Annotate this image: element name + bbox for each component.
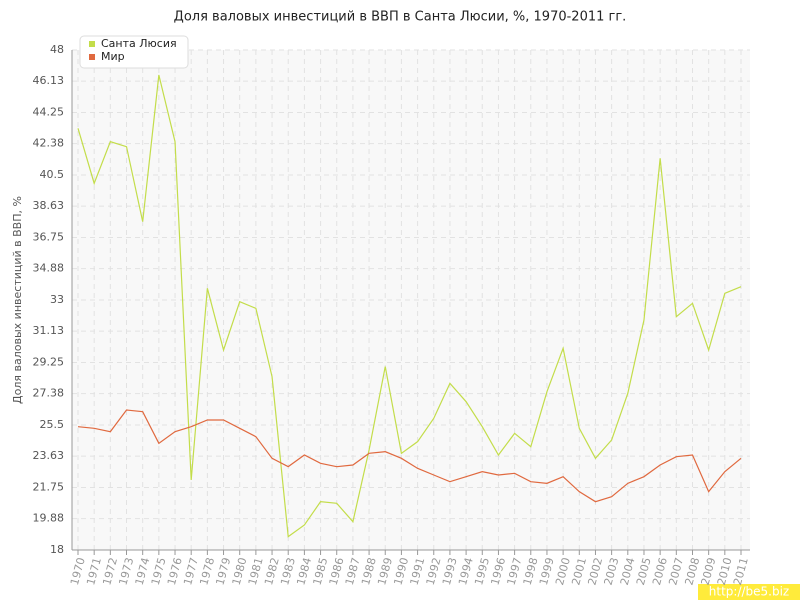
y-tick-label: 23.63	[33, 449, 65, 462]
chart-title: Доля валовых инвестиций в ВВП в Санта Лю…	[174, 10, 627, 25]
y-tick-label: 25.5	[40, 418, 65, 431]
y-tick-label: 29.25	[33, 356, 65, 369]
legend-swatch	[89, 41, 95, 47]
y-axis-label: Доля валовых инвестиций в ВВП, %	[11, 196, 24, 404]
y-tick-label: 48	[50, 43, 64, 56]
y-tick-label: 38.63	[33, 199, 65, 212]
series-line	[77, 74, 742, 538]
y-tick-label: 33	[50, 293, 64, 306]
legend-swatch	[89, 54, 95, 60]
y-tick-label: 27.38	[33, 387, 65, 400]
watermark: http://be5.biz	[709, 585, 789, 599]
y-tick-label: 46.13	[33, 74, 65, 87]
y-tick-label: 34.88	[33, 262, 65, 275]
y-tick-label: 18	[50, 543, 64, 556]
y-tick-label: 21.75	[33, 481, 65, 494]
watermark-bg	[698, 584, 800, 600]
y-tick-label: 31.13	[33, 324, 65, 337]
legend-label: Мир	[101, 50, 125, 63]
y-tick-label: 42.38	[33, 137, 65, 150]
series-line	[77, 409, 742, 503]
legend-box	[79, 35, 189, 69]
y-tick-label: 19.88	[33, 512, 65, 525]
y-tick-label: 40.5	[40, 168, 65, 181]
legend-label: Санта Люсия	[101, 37, 177, 50]
y-tick-label: 36.75	[33, 231, 65, 244]
y-tick-label: 44.25	[33, 106, 65, 119]
